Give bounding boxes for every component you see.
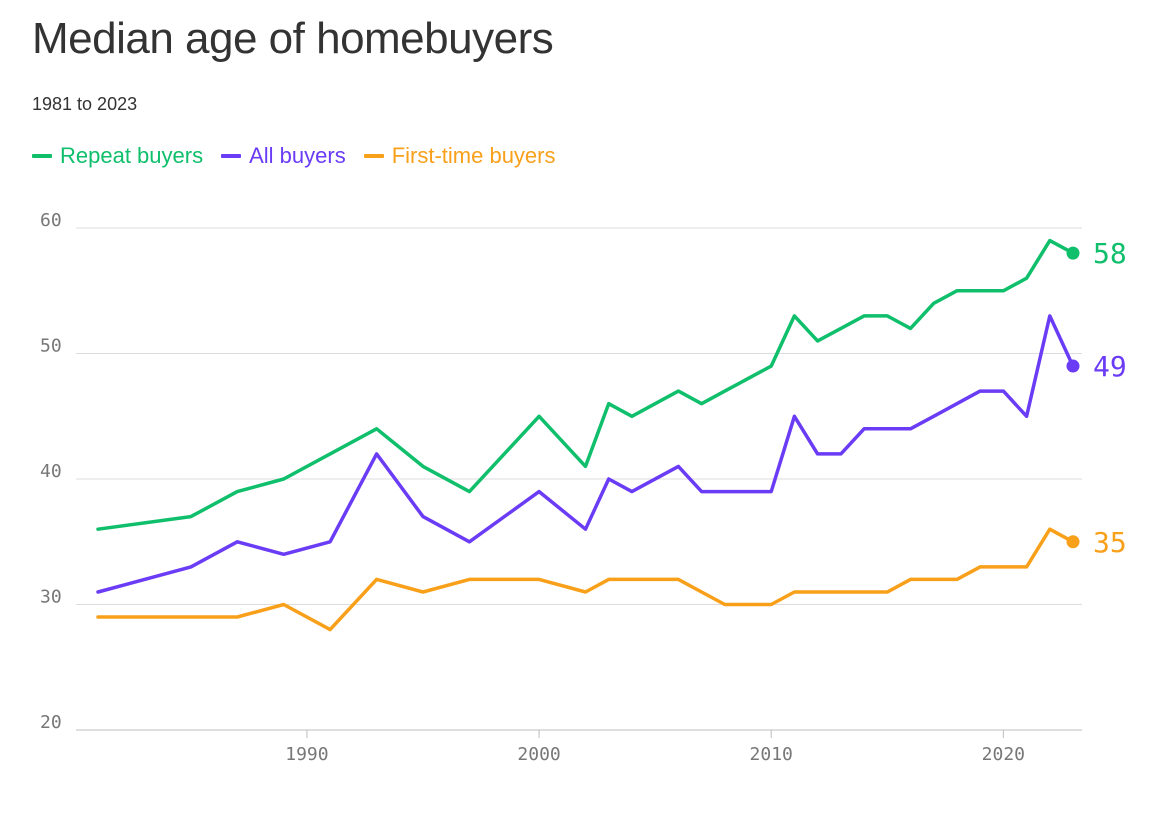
y-tick-label-30: 30 bbox=[40, 587, 62, 608]
series-end-dot-first-time-buyers bbox=[1066, 535, 1080, 549]
series-line-repeat-buyers bbox=[96, 238, 1075, 531]
series-end-label-all-buyers: 49 bbox=[1093, 350, 1127, 383]
x-tick-label-2010: 2010 bbox=[750, 744, 793, 765]
legend-item-all-buyers: All buyers bbox=[221, 143, 346, 169]
legend-swatch-repeat-buyers bbox=[32, 154, 52, 158]
chart-subtitle: 1981 to 2023 bbox=[32, 94, 138, 114]
series-end-label-first-time-buyers: 35 bbox=[1093, 526, 1127, 559]
legend-swatch-first-time-buyers bbox=[363, 154, 384, 158]
series-line-all-buyers bbox=[96, 314, 1075, 594]
legend-label-repeat-buyers: Repeat buyers bbox=[60, 143, 204, 168]
y-tick-label-60: 60 bbox=[40, 210, 62, 231]
series-end-label-repeat-buyers: 58 bbox=[1093, 237, 1127, 270]
legend-swatch-all-buyers bbox=[221, 154, 242, 158]
chart-title: Median age of homebuyers bbox=[32, 14, 554, 63]
series-end-dot-repeat-buyers bbox=[1066, 246, 1080, 260]
series-end-dot-all-buyers bbox=[1066, 359, 1080, 373]
y-tick-label-50: 50 bbox=[40, 336, 62, 357]
legend-item-first-time-buyers: First-time buyers bbox=[363, 143, 556, 169]
x-tick-label-2000: 2000 bbox=[517, 744, 560, 765]
chart-legend: Repeat buyers All buyers First-time buye… bbox=[32, 143, 555, 169]
y-tick-label-40: 40 bbox=[40, 461, 62, 482]
legend-label-all-buyers: All buyers bbox=[249, 143, 346, 168]
series-line-first-time-buyers bbox=[96, 527, 1075, 632]
legend-item-repeat-buyers: Repeat buyers bbox=[32, 143, 203, 169]
y-tick-label-20: 20 bbox=[40, 712, 62, 733]
x-tick-label-1990: 1990 bbox=[285, 744, 328, 765]
x-tick-label-2020: 2020 bbox=[982, 744, 1025, 765]
legend-label-first-time-buyers: First-time buyers bbox=[391, 143, 556, 168]
